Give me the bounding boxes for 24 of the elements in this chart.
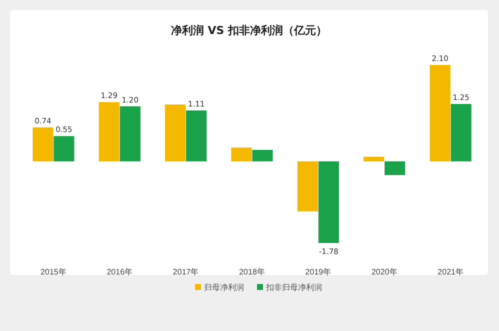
bar: [165, 104, 186, 162]
legend-label: 扣非归母净利润: [265, 283, 322, 292]
bar: [450, 104, 472, 162]
chart-title: 净利润 VS 扣非净利润（亿元）: [170, 24, 328, 37]
x-tick-label: 2017年: [172, 268, 199, 277]
x-tick-label: 2020年: [371, 268, 398, 277]
bar: [186, 110, 207, 162]
bar: [430, 65, 450, 162]
bar: [54, 136, 74, 162]
bar: [120, 106, 140, 162]
bar: [32, 127, 54, 162]
bar: [297, 161, 318, 212]
bar: [318, 161, 339, 243]
x-tick-label: 2016年: [106, 268, 133, 277]
x-tick-label: 2015年: [40, 268, 66, 277]
bar: [98, 102, 120, 162]
bar: [364, 156, 384, 162]
bar: [252, 150, 273, 162]
x-tick-label: 2018年: [239, 268, 265, 277]
bar: [231, 148, 252, 162]
x-tick-label: 2021年: [438, 268, 464, 277]
bar: [384, 161, 406, 176]
legend-label: 归母净利润: [204, 283, 244, 292]
x-tick-label: 2019年: [305, 268, 332, 277]
